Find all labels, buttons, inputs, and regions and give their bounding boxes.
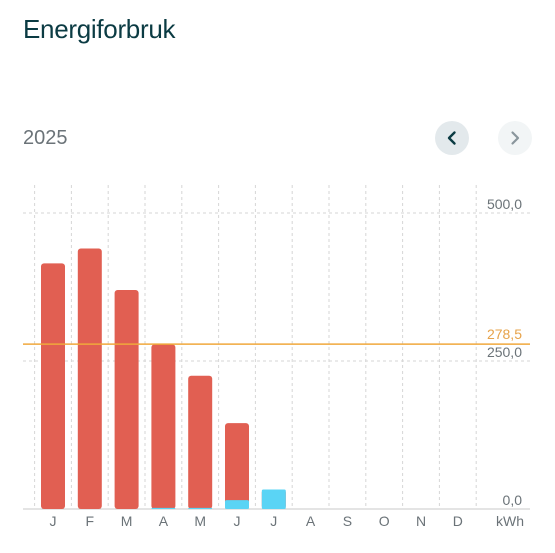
chevron-right-icon: [511, 131, 520, 145]
year-label: 2025: [23, 127, 68, 149]
bar-production: [151, 507, 176, 509]
previous-year-button[interactable]: [435, 121, 469, 155]
average-label: 278,5: [487, 326, 522, 342]
bar-production: [225, 500, 249, 509]
x-tick-label: J: [270, 513, 277, 529]
x-tick-label: D: [453, 513, 463, 529]
y-tick-label: 250,0: [487, 344, 522, 360]
page-title: Energiforbruk: [23, 14, 176, 44]
bar-consumption: [77, 248, 102, 509]
bar-consumption: [188, 375, 213, 509]
x-tick-label: J: [234, 513, 241, 529]
x-tick-label: A: [306, 513, 316, 529]
bar-consumption: [41, 263, 65, 509]
next-year-button[interactable]: [498, 121, 532, 155]
x-tick-label: S: [343, 513, 352, 529]
x-tick-label: M: [194, 513, 206, 529]
bar-production: [261, 489, 286, 509]
bar-production: [188, 507, 213, 509]
y-tick-label: 500,0: [487, 196, 522, 212]
bar-consumption: [225, 423, 249, 509]
bar-consumption: [151, 344, 176, 509]
x-tick-label: M: [121, 513, 133, 529]
chevron-left-icon: [447, 131, 456, 145]
unit-label: kWh: [496, 513, 524, 529]
x-tick-label: O: [379, 513, 390, 529]
bar-consumption: [114, 289, 139, 509]
x-tick-label: F: [86, 513, 95, 529]
x-tick-label: N: [416, 513, 426, 529]
x-tick-label: A: [159, 513, 169, 529]
x-tick-label: J: [50, 513, 57, 529]
y-tick-label: 0,0: [503, 492, 523, 508]
